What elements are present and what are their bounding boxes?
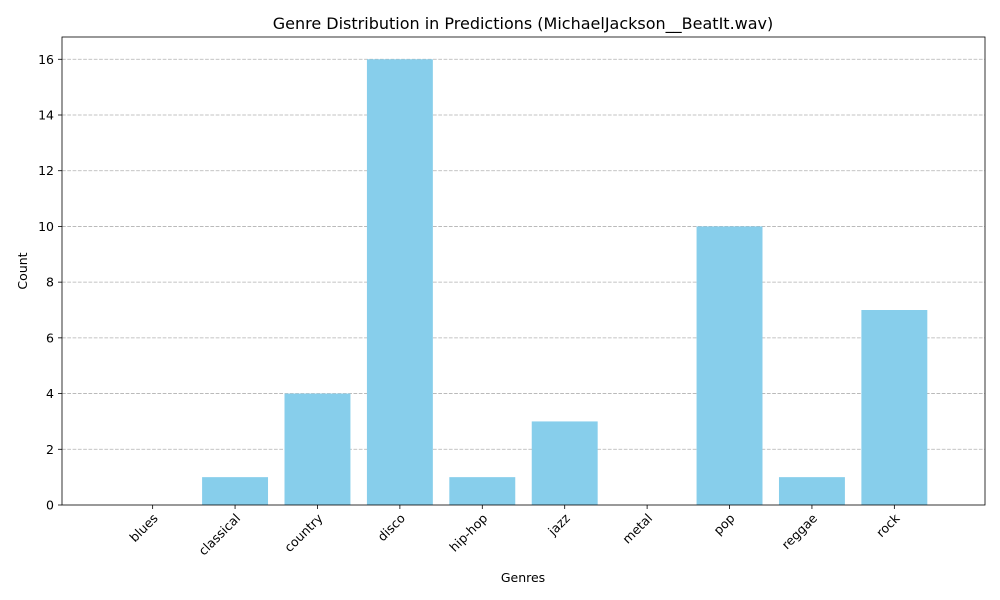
y-axis-label: Count xyxy=(15,252,30,289)
bar-classical xyxy=(202,477,269,505)
bars xyxy=(202,59,928,506)
x-tick-label-jazz: jazz xyxy=(544,510,573,539)
x-axis-label: Genres xyxy=(501,570,545,585)
bar-disco xyxy=(366,59,433,506)
gridlines xyxy=(62,58,985,450)
y-tick-label: 14 xyxy=(38,108,54,123)
bar-hip-hop xyxy=(449,477,516,505)
bar-rock xyxy=(861,310,928,505)
bar-jazz xyxy=(531,421,598,505)
y-tick-label: 4 xyxy=(46,386,54,401)
y-tick-label: 0 xyxy=(46,498,54,513)
x-tick-label-metal: metal xyxy=(619,511,655,547)
x-tick-label-disco: disco xyxy=(374,511,408,545)
y-tick-label: 6 xyxy=(46,330,54,345)
bar-reggae xyxy=(778,477,845,505)
x-axis-ticks: blues classical country disco hip-hop jazz met… xyxy=(126,505,903,558)
x-tick-label-classical: classical xyxy=(195,511,243,559)
x-tick-label-rock: rock xyxy=(873,510,903,540)
x-tick-label-hip-hop: hip-hop xyxy=(446,510,490,554)
y-tick-label: 8 xyxy=(46,275,54,290)
x-tick-label-pop: pop xyxy=(710,510,737,537)
y-axis-ticks: 0 2 4 6 8 10 12 14 16 xyxy=(38,52,62,513)
y-tick-label: 2 xyxy=(46,442,54,457)
bar-pop xyxy=(696,226,763,505)
y-tick-label: 16 xyxy=(38,52,54,67)
bar-country xyxy=(284,393,351,505)
plot-frame xyxy=(61,36,986,506)
y-tick-label: 12 xyxy=(38,163,54,178)
x-tick-label-blues: blues xyxy=(126,511,160,545)
y-tick-label: 10 xyxy=(38,219,54,234)
x-tick-label-reggae: reggae xyxy=(778,510,820,552)
chart-title: Genre Distribution in Predictions (Micha… xyxy=(273,14,774,34)
x-tick-label-country: country xyxy=(281,510,326,555)
